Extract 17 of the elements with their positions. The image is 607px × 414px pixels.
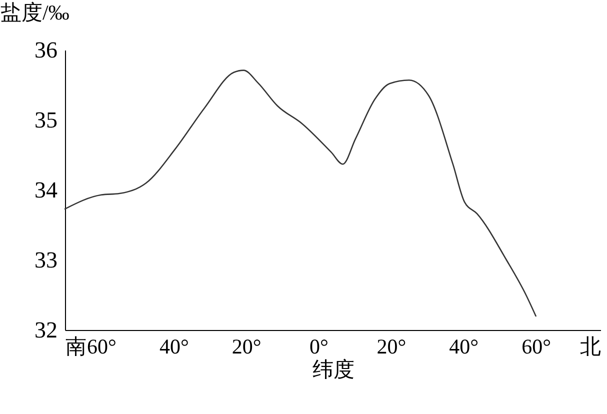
- x-tick-label: 40°: [159, 334, 189, 358]
- x-tick-label: 20°: [232, 334, 262, 358]
- x-tick-label: 0°: [310, 334, 328, 358]
- x-tick-label: 40°: [449, 334, 479, 358]
- line-series: [64, 70, 536, 317]
- x-tick-label: 北: [580, 334, 602, 358]
- x-tick-label: 20°: [376, 334, 406, 358]
- y-axis-title: 盐度/‰: [0, 0, 70, 24]
- y-tick-label: 32: [34, 318, 58, 342]
- y-tick-label: 36: [34, 38, 58, 62]
- x-axis-title: 纬度: [312, 358, 354, 382]
- y-tick-label: 35: [34, 108, 58, 132]
- y-tick-label: 33: [34, 248, 58, 272]
- y-tick-label: 34: [34, 178, 58, 202]
- x-tick-label: 60°: [522, 334, 552, 358]
- x-tick-label: 60°: [87, 334, 116, 358]
- x-tick-label: 南: [66, 334, 86, 358]
